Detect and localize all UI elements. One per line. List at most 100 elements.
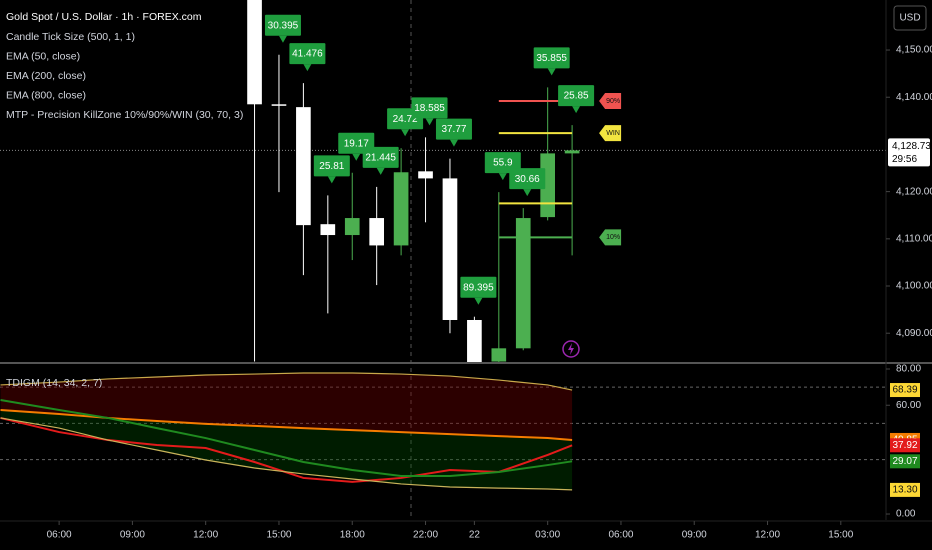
x-tick-label: 22	[469, 530, 481, 541]
callout-box	[362, 146, 399, 168]
x-tick-label: 09:00	[120, 530, 145, 541]
x-tick-label: 06:00	[608, 530, 633, 541]
x-tick-label: 15:00	[828, 530, 853, 541]
level-tag	[599, 229, 622, 246]
value-tag-label: 37.92	[892, 440, 917, 451]
candle-body	[320, 224, 336, 236]
callout-pointer	[303, 64, 312, 72]
level-tag	[599, 125, 622, 142]
callout-label: 21.445	[365, 153, 396, 164]
axes: 4,150.00 4,140.00 4,120.00 4,110.00 4,100.00…	[47, 45, 932, 541]
level-tag	[599, 93, 622, 110]
callout-box	[411, 97, 448, 119]
indicator-legend: EMA (800, close)	[6, 90, 86, 102]
series-line	[0, 399, 573, 477]
callout-box	[533, 47, 570, 69]
callout-label: 18.585	[414, 103, 445, 114]
series-line	[0, 372, 573, 391]
callout: 35.855	[533, 47, 570, 76]
callout-pointer	[401, 129, 410, 137]
value-tag	[890, 454, 920, 469]
y-tick-label: 4,090.00	[896, 328, 932, 339]
x-tick-label: 12:00	[193, 530, 218, 541]
level-tag-label: WIN	[606, 130, 620, 137]
candle-body	[418, 171, 433, 179]
callout: 55.9	[484, 152, 521, 181]
y-tick-label: 80.00	[896, 364, 921, 375]
currency-label[interactable]: USD	[899, 13, 920, 24]
indicator-legend: MTP - Precision KillZone 10%/90%/WIN (30…	[6, 109, 243, 121]
value-tag	[890, 383, 920, 398]
indicator-legend: EMA (50, close)	[6, 50, 80, 62]
callout-pointer	[278, 35, 287, 43]
callout-pointer	[572, 106, 581, 114]
callout-label: 37.77	[441, 124, 466, 135]
candle-body	[442, 178, 458, 320]
candle-body	[467, 319, 482, 362]
callout-label: 19.17	[344, 138, 369, 149]
callout: 21.445	[362, 146, 399, 175]
y-tick-label: 60.00	[896, 400, 921, 411]
level-tag-label: 90%	[606, 98, 620, 105]
x-tick-label: 09:00	[682, 530, 707, 541]
callout: 89.395	[460, 276, 497, 305]
callout: 30.66	[509, 168, 546, 197]
alert-icon[interactable]	[562, 340, 580, 358]
callout-pointer	[474, 297, 483, 305]
x-tick-label: 15:00	[266, 530, 291, 541]
callout-box	[264, 14, 301, 36]
callout: 25.85	[558, 85, 595, 114]
value-tag-label: 13.30	[892, 485, 917, 496]
y-tick-label: 4,120.00	[896, 186, 932, 197]
indicator-legend: Candle Tick Size (500, 1, 1)	[6, 31, 135, 43]
callout-label: 35.855	[536, 53, 567, 64]
callout-pointer	[352, 153, 361, 161]
value-tag-label: 68.39	[892, 385, 917, 396]
alert-circle[interactable]	[562, 340, 580, 358]
callout-label: 30.66	[515, 174, 540, 185]
callout-pointer	[547, 68, 556, 76]
callout-label: 25.85	[564, 91, 589, 102]
currency-button[interactable]: USD	[893, 5, 927, 31]
callout-pointer	[449, 139, 458, 147]
callout-label: 89.395	[463, 282, 494, 293]
callout-label: 24.72	[393, 114, 418, 125]
callout-box	[460, 276, 497, 298]
candle-body	[491, 348, 507, 362]
callout: 37.77	[435, 118, 472, 147]
x-tick-label: 03:00	[535, 530, 560, 541]
y-tick-label: 4,110.00	[896, 233, 932, 244]
callout: 41.476	[289, 43, 326, 72]
x-tick-label: 06:00	[47, 530, 72, 541]
callout-label: 25.81	[319, 161, 344, 172]
indicator-legend: EMA (200, close)	[6, 70, 86, 82]
candle-body	[515, 218, 531, 349]
candle-body	[247, 0, 262, 105]
callout: 18.585	[411, 97, 448, 126]
callout-label: 41.476	[292, 49, 323, 60]
button-frame[interactable]	[893, 5, 927, 31]
indicator-pane	[0, 372, 886, 491]
countdown-label: 29:56	[892, 154, 917, 165]
level-tag-label: 10%	[606, 234, 620, 241]
callout-label: 55.9	[493, 158, 513, 169]
value-tag-label: 29.07	[892, 456, 917, 467]
value-tag	[890, 482, 920, 497]
last-price-label: 4,128.73	[892, 141, 931, 152]
band-fill	[0, 372, 573, 440]
callout-box	[313, 155, 350, 177]
x-tick-label: 18:00	[340, 530, 365, 541]
series-line	[0, 417, 573, 491]
candle-body	[296, 107, 311, 226]
y-tick-label: 0.00	[896, 509, 916, 520]
callout-box	[509, 168, 546, 190]
alert-bolt[interactable]	[568, 343, 574, 355]
candle-body	[369, 218, 385, 246]
callout: 25.81	[313, 155, 350, 184]
callout-pointer	[498, 173, 507, 181]
chart-title: Gold Spot / U.S. Dollar · 1h · FOREX.com	[6, 11, 202, 23]
indicator-title: TDIGM (14, 34, 2, 7)	[6, 377, 102, 389]
